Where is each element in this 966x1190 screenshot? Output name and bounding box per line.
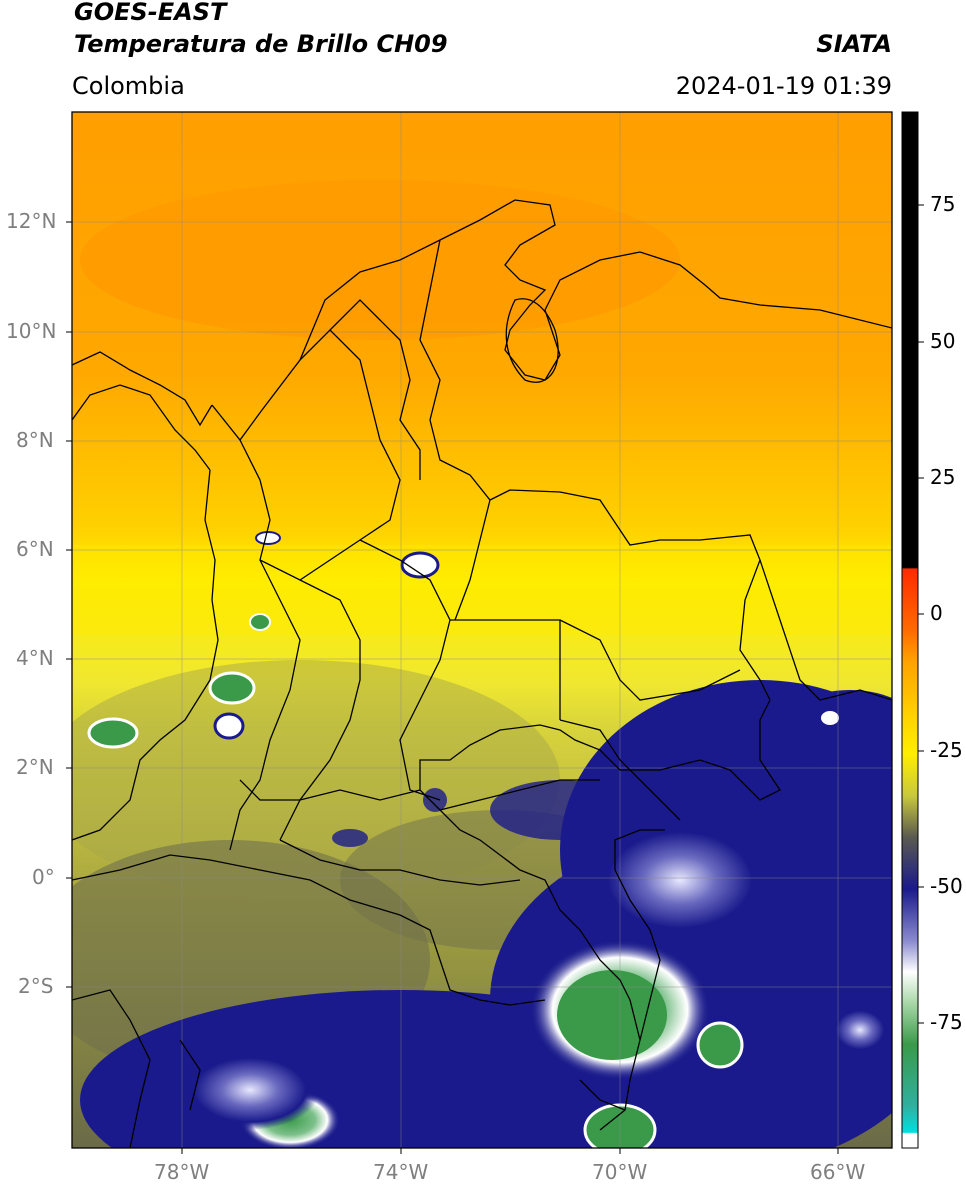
colorbar-tick-25: 25 [930, 465, 956, 489]
borders [72, 199, 892, 1148]
lon-tick-66W: 66°W [810, 1160, 866, 1184]
lon-tick-70W: 70°W [592, 1160, 648, 1184]
colorbar [901, 111, 919, 1149]
datetime-label: 2024-01-19 01:39 [675, 72, 892, 100]
region-label: Colombia [72, 72, 185, 100]
lat-tick-2N: 2°N [16, 755, 54, 779]
lon-tick-78W: 78°W [154, 1160, 210, 1184]
satellite-image [72, 112, 892, 1148]
lon-tick-74W: 74°W [373, 1160, 429, 1184]
map-frame [71, 111, 893, 1149]
lat-tick-4N: 4°N [16, 646, 54, 670]
lat-tick-10N: 10°N [6, 319, 57, 343]
colorbar-tick-minus75: -75 [930, 1010, 963, 1034]
lat-tick-2S: 2°S [18, 974, 54, 998]
colorbar-tick-50: 50 [930, 329, 956, 353]
product-title: Temperatura de Brillo CH09 [74, 30, 448, 58]
lat-tick-12N: 12°N [6, 209, 57, 233]
colorbar-tick-minus50: -50 [930, 874, 963, 898]
lat-tick-8N: 8°N [16, 428, 54, 452]
colorbar-tick-minus25: -25 [930, 738, 963, 762]
colorbar-tick-75: 75 [930, 192, 956, 216]
colorbar-tick-0: 0 [930, 601, 943, 625]
agency-label: SIATA [816, 30, 892, 58]
lat-tick-0: 0° [32, 865, 55, 889]
satellite-title: GOES-EAST [74, 0, 227, 26]
lat-tick-6N: 6°N [16, 537, 54, 561]
